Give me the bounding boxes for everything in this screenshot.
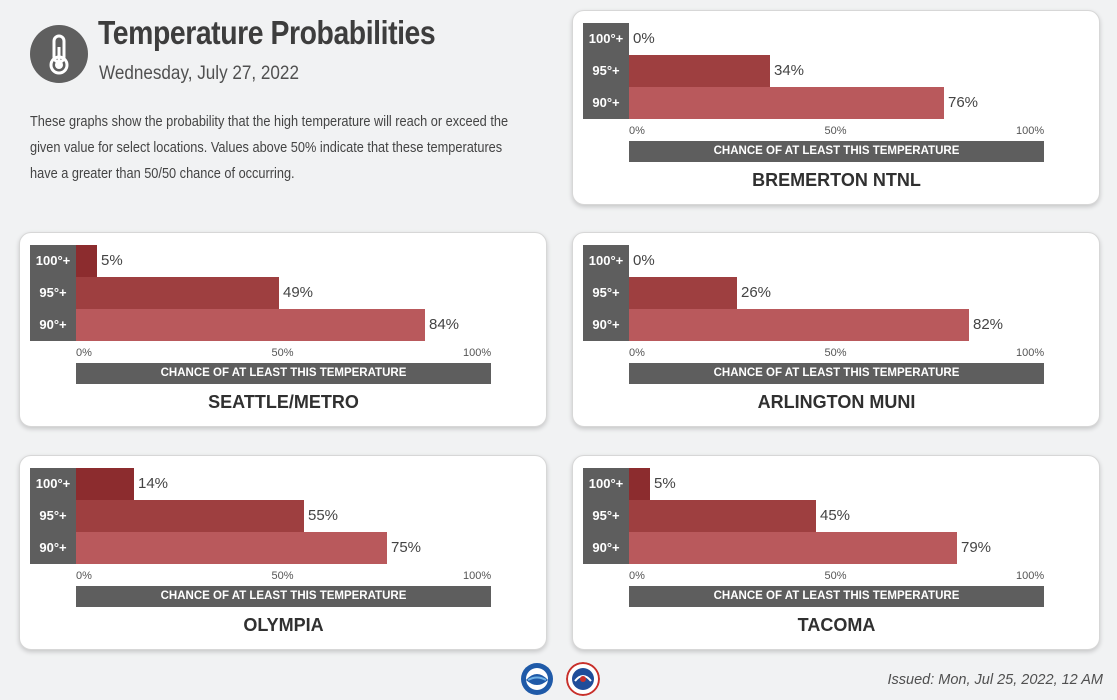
chart-card: 100°+ 5% 95°+ 45% 90°+ 79% 0% 50% 100% CHANCE OF … (572, 455, 1100, 650)
station-name: BREMERTON NTNL (752, 170, 921, 190)
station-name: SEATTLE/METRO (208, 392, 359, 412)
axis-tick-label: 0% (629, 347, 645, 359)
probability-bar (76, 500, 304, 532)
threshold-label: 100°+ (583, 23, 629, 55)
threshold-label: 90°+ (30, 532, 76, 564)
threshold-label: 100°+ (30, 245, 76, 277)
axis-tick-label: 50% (824, 125, 847, 137)
data-label: 14% (138, 475, 169, 492)
axis-tick-label: 0% (76, 570, 92, 582)
axis-tick-label: 50% (824, 570, 847, 582)
page-description: These graphs show the probability that t… (30, 114, 509, 182)
probability-bar (629, 87, 944, 119)
data-label: 0% (633, 252, 655, 269)
probability-bar (76, 532, 387, 564)
data-label: 45% (820, 507, 851, 524)
axis-label: CHANCE OF AT LEAST THIS TEMPERATURE (629, 141, 1044, 162)
probability-bar (629, 532, 957, 564)
axis-tick-label: 100% (463, 347, 492, 359)
station-name: TACOMA (797, 615, 876, 635)
threshold-label: 90°+ (30, 309, 76, 341)
page-date: Wednesday, July 27, 2022 (99, 63, 299, 84)
data-label: 79% (961, 539, 992, 556)
axis-tick-label: 100% (1016, 125, 1045, 137)
threshold-label: 95°+ (30, 500, 76, 532)
probability-bar (76, 277, 279, 309)
chart-card: 100°+ 0% 95°+ 26% 90°+ 82% 0% 50% 100% CHANCE OF … (572, 232, 1100, 427)
thermometer-icon (30, 25, 88, 83)
threshold-label: 90°+ (583, 87, 629, 119)
threshold-label: 90°+ (583, 532, 629, 564)
probability-bar (76, 309, 425, 341)
page-title: Temperature Probabilities (98, 14, 436, 51)
noaa-logo (521, 663, 553, 695)
axis-tick-label: 100% (1016, 570, 1045, 582)
chart-card: 100°+ 14% 95°+ 55% 90°+ 75% 0% 50% 100% CHANCE OF… (19, 455, 547, 650)
data-label: 26% (741, 284, 772, 301)
probability-bar (629, 309, 969, 341)
axis-tick-label: 100% (463, 570, 492, 582)
data-label: 0% (633, 30, 655, 47)
station-name: OLYMPIA (243, 615, 324, 635)
probability-bar (76, 245, 97, 277)
axis-tick-label: 0% (629, 125, 645, 137)
axis-tick-label: 50% (271, 347, 294, 359)
probability-bar (629, 468, 650, 500)
probability-bar (629, 55, 770, 87)
data-label: 5% (101, 252, 123, 269)
data-label: 49% (283, 284, 314, 301)
threshold-label: 95°+ (30, 277, 76, 309)
data-label: 76% (948, 94, 979, 111)
station-name: ARLINGTON MUNI (757, 392, 916, 412)
threshold-label: 95°+ (583, 55, 629, 87)
axis-label: CHANCE OF AT LEAST THIS TEMPERATURE (76, 363, 491, 384)
data-label: 55% (308, 507, 339, 524)
axis-label: CHANCE OF AT LEAST THIS TEMPERATURE (76, 586, 491, 607)
data-label: 34% (774, 62, 805, 79)
nws-logo (566, 662, 600, 696)
probability-bar (629, 500, 816, 532)
chart-card: 100°+ 5% 95°+ 49% 90°+ 84% 0% 50% 100% CHANCE OF … (19, 232, 547, 427)
axis-label: CHANCE OF AT LEAST THIS TEMPERATURE (629, 586, 1044, 607)
threshold-label: 95°+ (583, 277, 629, 309)
threshold-label: 100°+ (583, 245, 629, 277)
data-label: 75% (391, 539, 422, 556)
data-label: 84% (429, 316, 460, 333)
axis-tick-label: 50% (824, 347, 847, 359)
axis-tick-label: 100% (1016, 347, 1045, 359)
threshold-label: 95°+ (583, 500, 629, 532)
axis-tick-label: 50% (271, 570, 294, 582)
axis-tick-label: 0% (629, 570, 645, 582)
threshold-label: 100°+ (583, 468, 629, 500)
axis-label: CHANCE OF AT LEAST THIS TEMPERATURE (629, 363, 1044, 384)
probability-bar (629, 277, 737, 309)
data-label: 82% (973, 316, 1004, 333)
data-label: 5% (654, 475, 676, 492)
axis-tick-label: 0% (76, 347, 92, 359)
probability-bar (76, 468, 134, 500)
chart-card: 100°+ 0% 95°+ 34% 90°+ 76% 0% 50% 100% CHANCE OF … (572, 10, 1100, 205)
issued-timestamp: Issued: Mon, Jul 25, 2022, 12 AM (887, 672, 1103, 688)
threshold-label: 90°+ (583, 309, 629, 341)
threshold-label: 100°+ (30, 468, 76, 500)
